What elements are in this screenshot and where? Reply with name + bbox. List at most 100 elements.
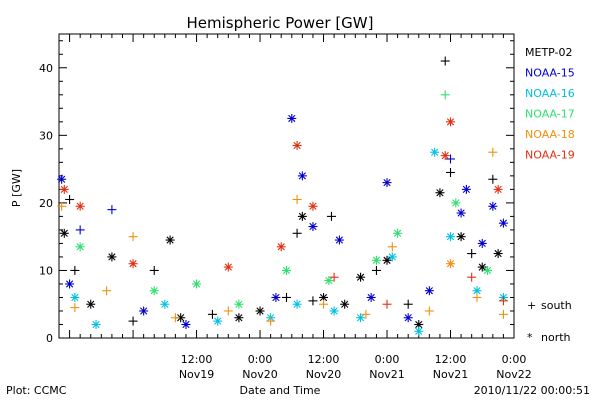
mark-stroke	[60, 229, 68, 237]
north-point-mark	[477, 262, 487, 272]
south-point-mark	[128, 232, 138, 242]
mark-stroke	[436, 189, 444, 197]
south-point-mark	[102, 286, 112, 296]
south-point-mark	[223, 306, 233, 316]
x-tick-time-label: 0:00	[502, 353, 527, 366]
y-tick-label: 30	[39, 129, 53, 142]
hemisphere-legend: + south * north	[527, 299, 572, 344]
south-point-mark	[329, 272, 339, 282]
north-point-mark	[234, 313, 244, 323]
north-point-mark	[498, 218, 508, 228]
series-noaa-18	[57, 147, 508, 326]
mark-stroke	[288, 114, 296, 123]
north-point-mark	[59, 184, 69, 194]
mark-stroke	[494, 249, 502, 258]
south-point-mark	[498, 296, 508, 306]
y-tick-label: 40	[39, 62, 53, 75]
y-tick-label: 10	[39, 264, 53, 277]
mark-stroke	[256, 307, 264, 315]
north-point-mark	[430, 147, 440, 157]
mark-stroke	[499, 219, 508, 227]
mark-stroke	[335, 236, 344, 244]
legend-entry: NOAA-17	[525, 108, 575, 121]
north-point-mark	[181, 319, 191, 329]
north-point-mark	[86, 299, 96, 309]
mark-stroke	[282, 266, 291, 275]
mark-stroke	[383, 256, 391, 264]
north-point-mark	[477, 238, 487, 248]
north-point-mark	[446, 117, 456, 127]
mark-stroke	[494, 185, 502, 194]
north-point-mark	[424, 286, 434, 296]
south-point-mark	[498, 309, 508, 319]
mark-stroke	[108, 253, 116, 261]
south-point-mark	[70, 265, 80, 275]
south-point-mark	[149, 265, 159, 275]
north-point-mark	[493, 184, 503, 194]
x-tick-date-label: Nov21	[433, 368, 468, 381]
legend-entry: NOAA-16	[525, 87, 575, 100]
mark-stroke	[177, 314, 185, 322]
mark-stroke	[325, 276, 333, 285]
north-point-mark	[340, 299, 350, 309]
series-noaa-17	[75, 90, 493, 309]
mark-stroke	[478, 263, 486, 271]
mark-stroke	[388, 253, 396, 261]
data-points	[57, 56, 508, 336]
mark-stroke	[393, 229, 402, 237]
north-point-mark	[461, 184, 471, 194]
x-tick-date-label: Nov21	[369, 368, 404, 381]
x-axis: 12:00 Nov19 0:00 Nov20 12:00 Nov20 0:00 Nov21 12…	[58, 34, 532, 381]
mark-stroke	[367, 293, 375, 302]
north-point-mark	[329, 306, 339, 316]
north-point-mark	[308, 222, 318, 232]
mark-stroke	[446, 233, 455, 241]
south-point-mark	[403, 299, 413, 309]
x-tick-date-label: Nov20	[242, 368, 277, 381]
legend: METP-02 NOAA-15 NOAA-16 NOAA-17 NOAA-18 NOAA-…	[525, 46, 575, 162]
mark-stroke	[462, 185, 471, 194]
south-point-mark	[440, 90, 450, 100]
footer-source: Plot: CCMC	[6, 384, 67, 397]
north-point-mark	[160, 299, 170, 309]
north-point-mark	[371, 255, 381, 265]
mark-stroke	[309, 222, 317, 231]
south-point-mark	[282, 292, 291, 302]
north-point-mark	[493, 249, 503, 259]
hemisphere-symbol: *	[527, 331, 533, 344]
north-point-mark	[213, 316, 223, 326]
north-point-mark	[107, 252, 117, 262]
north-point-mark	[488, 201, 498, 211]
mark-stroke	[92, 320, 100, 329]
mark-stroke	[214, 317, 222, 325]
south-point-mark	[266, 316, 276, 326]
south-point-mark	[75, 225, 85, 235]
south-point-mark	[207, 309, 217, 319]
mark-stroke	[129, 260, 137, 268]
south-point-mark	[446, 167, 456, 177]
mark-stroke	[341, 300, 349, 308]
mark-stroke	[425, 287, 433, 295]
north-point-mark	[382, 255, 392, 265]
plot-frame	[58, 33, 515, 339]
mark-stroke	[166, 236, 174, 244]
mark-stroke	[192, 280, 201, 288]
mark-stroke	[319, 293, 328, 302]
south-point-mark	[446, 154, 456, 164]
south-point-mark	[308, 296, 318, 306]
north-point-mark	[456, 232, 466, 242]
north-point-mark	[382, 178, 392, 188]
mark-stroke	[277, 243, 285, 251]
mark-stroke	[235, 300, 243, 308]
south-point-mark	[387, 242, 397, 252]
series-metp-02	[59, 56, 503, 329]
mark-stroke	[293, 300, 301, 308]
mark-stroke	[58, 175, 66, 183]
mark-stroke	[272, 293, 280, 302]
north-point-mark	[435, 188, 445, 198]
south-point-mark	[292, 195, 302, 205]
mark-stroke	[356, 273, 365, 281]
south-point-mark	[488, 147, 498, 157]
north-point-mark	[366, 292, 376, 302]
